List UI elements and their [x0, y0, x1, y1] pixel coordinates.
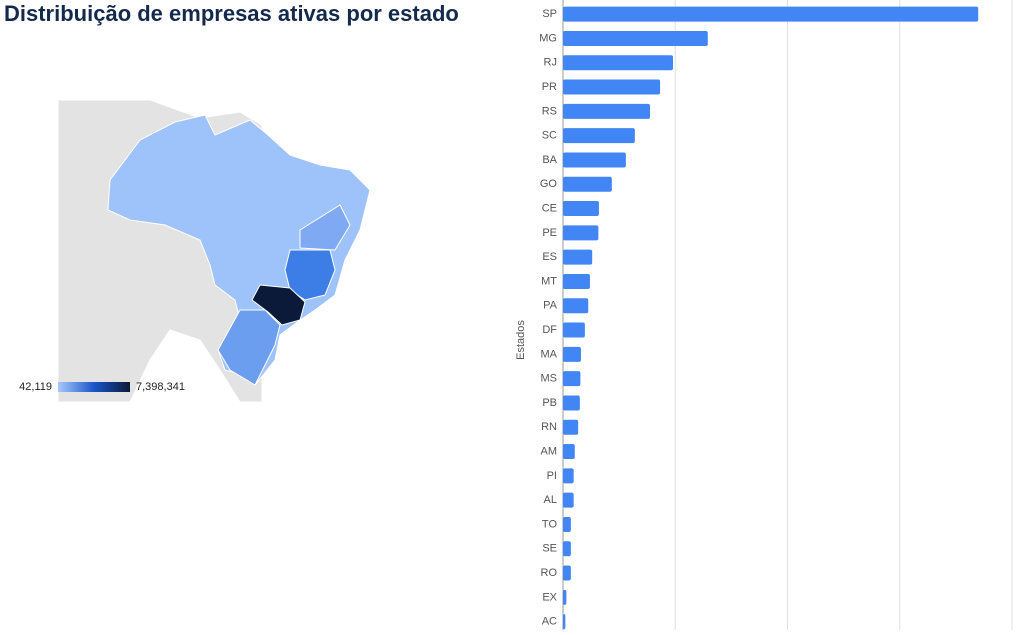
bar [563, 128, 635, 144]
bar [563, 152, 626, 168]
legend-max: 7,398,341 [136, 381, 185, 393]
state-region [251, 284, 306, 326]
bar [563, 371, 581, 387]
y-tick-label: RS [542, 105, 557, 117]
bar [563, 468, 574, 484]
legend-gradient [58, 382, 130, 392]
y-tick-label: SC [542, 130, 557, 142]
bar [563, 298, 589, 314]
y-tick-label: SE [542, 543, 557, 555]
bar [563, 6, 979, 22]
bar [563, 346, 581, 362]
bar [563, 565, 571, 581]
y-tick-label: GO [540, 178, 558, 190]
map: 42,119 7,398,341 [19, 99, 371, 403]
state-region [217, 309, 281, 386]
y-tick-label: TO [542, 518, 558, 530]
y-tick-label: RN [541, 421, 557, 433]
bar [563, 395, 580, 411]
state-region [284, 249, 336, 301]
y-tick-label: RO [541, 567, 558, 579]
bar [563, 225, 599, 241]
y-tick-label: AC [542, 616, 557, 628]
bar [563, 322, 585, 338]
y-tick-label: MS [541, 373, 558, 385]
bar [563, 79, 661, 95]
bar [563, 30, 708, 46]
y-tick-label: PA [543, 300, 558, 312]
bar [563, 492, 574, 508]
bar [563, 55, 674, 71]
bar [563, 516, 571, 532]
bar [563, 201, 599, 217]
bar [563, 176, 612, 192]
bar [563, 273, 590, 289]
bar [563, 614, 566, 630]
bar [563, 541, 571, 557]
y-tick-label: ES [542, 251, 557, 263]
bar [563, 589, 567, 605]
y-tick-label: MA [541, 348, 558, 360]
y-tick-label: AL [544, 494, 557, 506]
bar [563, 249, 593, 265]
y-tick-label: PR [542, 81, 557, 93]
bar [563, 444, 575, 460]
bar [563, 103, 650, 119]
y-tick-label: PB [542, 397, 557, 409]
y-tick-label: PI [547, 470, 557, 482]
state-region [299, 204, 351, 251]
y-tick-label: MT [541, 275, 557, 287]
bar [563, 419, 579, 435]
y-tick-label: AM [541, 445, 558, 457]
y-tick-label: RJ [544, 57, 557, 69]
y-axis-label: Estados [515, 320, 527, 360]
y-tick-label: MG [539, 32, 557, 44]
y-tick-label: PE [542, 227, 557, 239]
y-tick-label: DF [542, 324, 557, 336]
y-tick-label: EX [542, 591, 557, 603]
title: Distribuição de empresas ativas por esta… [4, 1, 459, 26]
legend-min: 42,119 [19, 381, 52, 393]
y-tick-label: CE [542, 202, 557, 214]
y-tick-label: BA [542, 154, 557, 166]
y-tick-label: SP [542, 8, 557, 20]
